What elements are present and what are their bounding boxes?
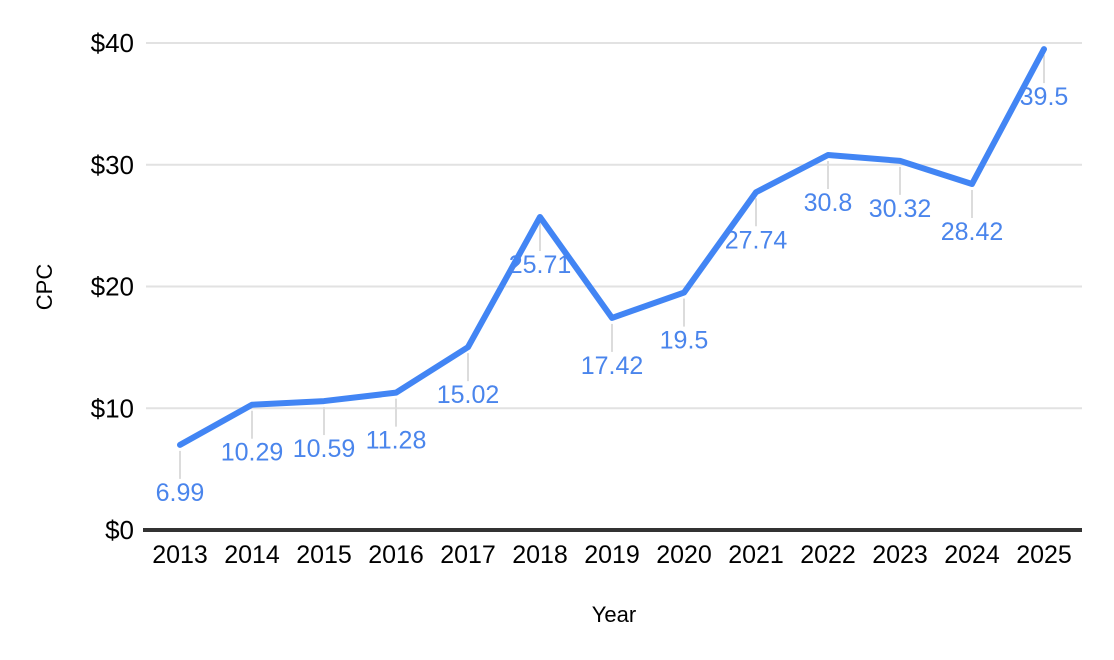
data-label: 27.74 [725, 226, 788, 254]
data-label: 11.28 [366, 427, 427, 455]
x-tick-label: 2021 [728, 541, 784, 569]
x-tick-label: 2015 [296, 541, 352, 569]
x-tick-label: 2018 [512, 541, 568, 569]
x-tick-label: 2024 [944, 541, 1000, 569]
data-label: 6.99 [156, 479, 205, 507]
x-tick-label: 2019 [584, 541, 640, 569]
data-label: 19.5 [660, 327, 709, 355]
data-label: 10.29 [221, 439, 284, 467]
y-tick-label: $20 [91, 272, 134, 302]
data-label: 30.8 [804, 189, 853, 217]
data-label: 25.71 [509, 251, 572, 279]
y-tick-label: $30 [91, 150, 134, 180]
x-tick-label: 2013 [152, 541, 208, 569]
y-tick-label: $40 [91, 28, 134, 58]
x-tick-label: 2020 [656, 541, 712, 569]
x-axis-title: Year [592, 602, 636, 627]
x-tick-label: 2017 [440, 541, 496, 569]
y-axis-title: CPC [32, 264, 57, 311]
x-tick-label: 2014 [224, 541, 280, 569]
x-tick-label: 2022 [800, 541, 856, 569]
data-label: 39.5 [1020, 83, 1069, 111]
y-tick-label: $0 [105, 515, 134, 545]
x-tick-label: 2016 [368, 541, 424, 569]
series-line-cpc [177, 46, 1047, 448]
x-tick-label: 2025 [1016, 541, 1072, 569]
y-tick-label: $10 [91, 393, 134, 423]
data-label: 17.42 [581, 352, 644, 380]
x-tick-label: 2023 [872, 541, 928, 569]
data-label: 10.59 [293, 435, 356, 463]
data-label: 30.32 [869, 195, 932, 223]
data-label: 15.02 [437, 381, 500, 409]
data-label: 28.42 [941, 218, 1004, 246]
